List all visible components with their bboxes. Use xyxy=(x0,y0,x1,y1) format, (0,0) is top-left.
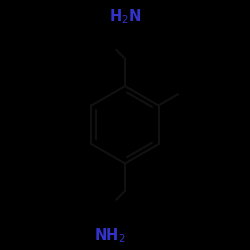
Text: H$_2$N: H$_2$N xyxy=(109,8,141,26)
Text: NH$_2$: NH$_2$ xyxy=(94,226,126,244)
